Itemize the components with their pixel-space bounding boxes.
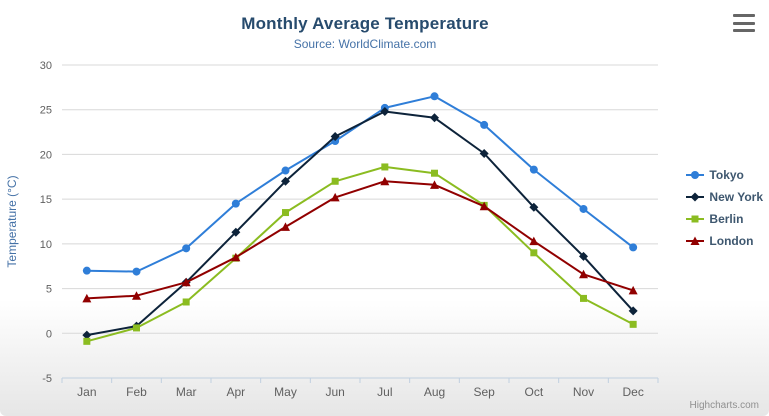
svg-text:Feb: Feb	[126, 385, 147, 399]
legend-label: Berlin	[709, 212, 744, 226]
svg-text:-5: -5	[42, 373, 52, 385]
legend-item-berlin[interactable]: Berlin	[686, 212, 763, 226]
svg-text:0: 0	[46, 328, 52, 340]
legend-label: New York	[709, 190, 763, 204]
legend-item-tokyo[interactable]: Tokyo	[686, 168, 763, 182]
legend-marker	[686, 192, 705, 202]
svg-text:15: 15	[40, 194, 52, 206]
svg-text:May: May	[274, 385, 297, 399]
svg-text:5: 5	[46, 284, 52, 296]
svg-text:25: 25	[40, 105, 52, 117]
svg-text:30: 30	[40, 60, 52, 72]
svg-text:Sep: Sep	[473, 385, 495, 399]
svg-text:10: 10	[40, 239, 52, 251]
svg-text:20: 20	[40, 149, 52, 161]
svg-text:Dec: Dec	[622, 385, 643, 399]
svg-text:Aug: Aug	[424, 385, 445, 399]
svg-text:Temperature (°C): Temperature (°C)	[5, 175, 19, 267]
credits-link[interactable]: Highcharts.com	[689, 400, 759, 411]
chart-subtitle: Source: WorldClimate.com	[293, 37, 437, 51]
svg-text:Jun: Jun	[325, 385, 344, 399]
legend-item-new-york[interactable]: New York	[686, 190, 763, 204]
legend-label: Tokyo	[709, 168, 744, 182]
legend: Tokyo New York Berlin London	[686, 168, 763, 248]
legend-marker	[686, 215, 705, 223]
chart-title: Monthly Average Temperature	[241, 14, 489, 33]
legend-label: London	[709, 234, 754, 248]
legend-item-london[interactable]: London	[686, 234, 763, 248]
hamburger-menu-icon[interactable]	[731, 12, 757, 34]
legend-marker	[686, 171, 705, 179]
svg-text:Apr: Apr	[226, 385, 245, 399]
svg-text:Oct: Oct	[524, 385, 543, 399]
svg-text:Jul: Jul	[377, 385, 392, 399]
svg-text:Nov: Nov	[573, 385, 594, 399]
svg-text:Jan: Jan	[77, 385, 96, 399]
legend-marker	[686, 236, 705, 245]
svg-text:Mar: Mar	[176, 385, 197, 399]
